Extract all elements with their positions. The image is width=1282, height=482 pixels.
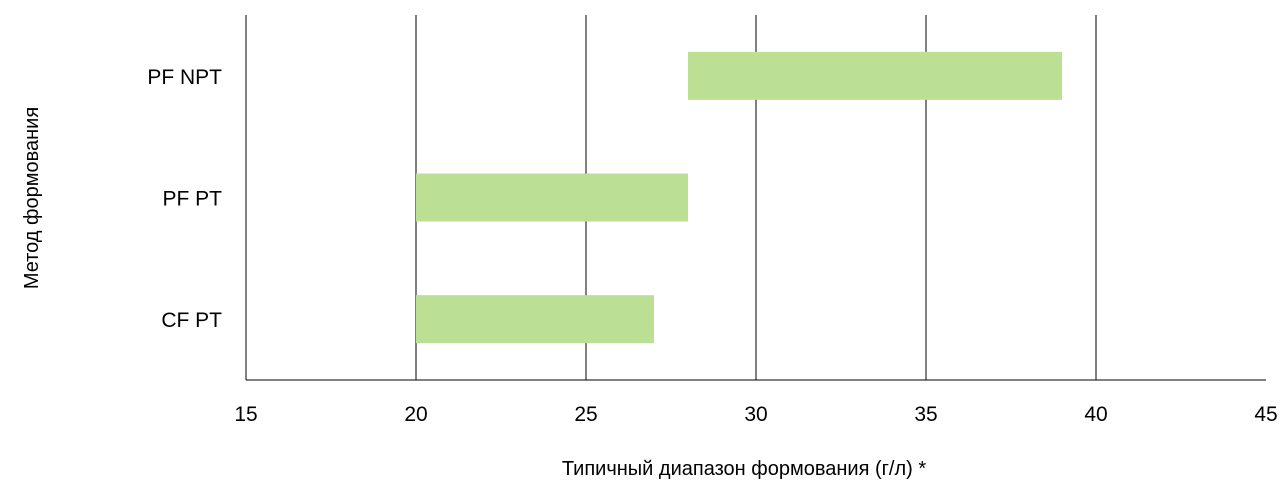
x-axis-title: Типичный диапазон формования (г/л) *: [562, 458, 927, 480]
labels: PF NPT PF PT CF PT 15 20 25 30 35 40 45: [147, 66, 1277, 426]
bars: [416, 51, 1062, 344]
x-tick-label: 35: [914, 403, 937, 426]
bar-cf-pt: [416, 295, 654, 344]
category-label: PF NPT: [147, 66, 222, 89]
axes: [245, 15, 1266, 381]
x-tick-label: 30: [744, 403, 767, 426]
x-tick-label: 20: [404, 403, 427, 426]
y-axis-title: Метод формования: [21, 107, 43, 289]
category-label: PF PT: [162, 188, 222, 211]
bar-pf-npt: [688, 51, 1062, 100]
x-tick-label: 45: [1254, 403, 1277, 426]
bar-pf-pt: [416, 173, 688, 222]
category-label: CF PT: [161, 309, 222, 332]
x-tick-label: 40: [1084, 403, 1107, 426]
x-tick-label: 25: [574, 403, 597, 426]
x-tick-label: 15: [234, 403, 257, 426]
